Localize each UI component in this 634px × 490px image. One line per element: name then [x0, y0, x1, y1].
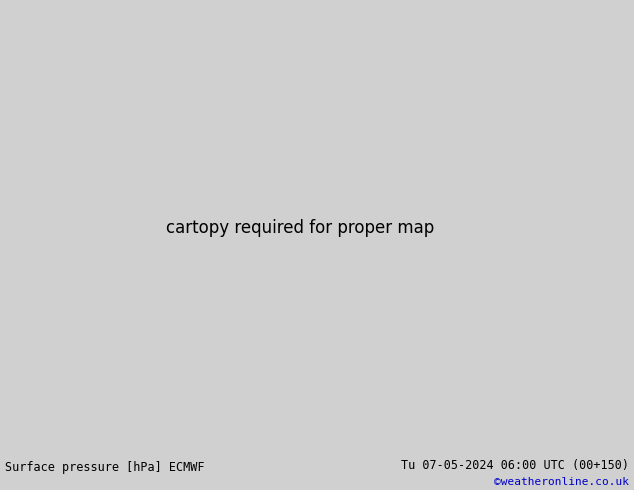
Text: ©weatheronline.co.uk: ©weatheronline.co.uk: [494, 477, 629, 487]
Text: Surface pressure [hPa] ECMWF: Surface pressure [hPa] ECMWF: [5, 461, 205, 474]
Text: cartopy required for proper map: cartopy required for proper map: [166, 219, 434, 237]
Text: Tu 07-05-2024 06:00 UTC (00+150): Tu 07-05-2024 06:00 UTC (00+150): [401, 459, 629, 472]
